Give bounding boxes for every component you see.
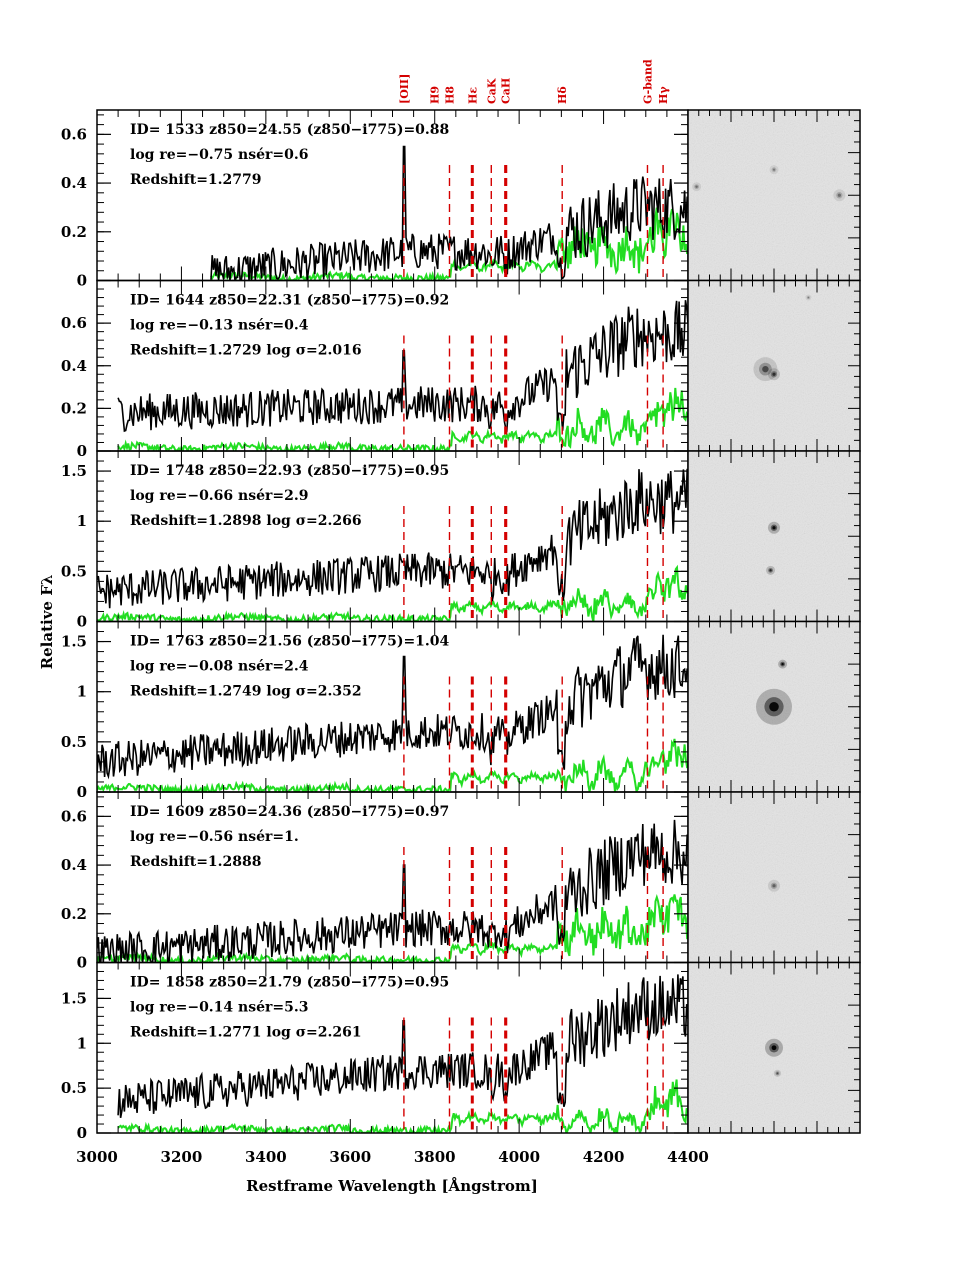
panel-info-line: log re=−0.66 nsér=2.9 [130,488,308,504]
panel-info-line: log re=−0.13 nsér=0.4 [130,318,309,334]
galaxy-thumbnail-2 [687,279,861,452]
x-axis: 3000 3200 3400 3600 3800 4000 4200 4400 [76,1148,709,1166]
marker-label-H: Hε [466,87,479,104]
spectrum-panel-4: 0 0.5 1 1.5 ID= 1763 z850=21.56 (z850−i775)=… [61,620,689,801]
y-tick-label: 0 [77,272,87,290]
marker-label-Gband: G-band [642,59,655,104]
y-tick-label: 0.5 [61,733,87,751]
y-tick-label: 0.4 [61,357,87,375]
marker-label-H: Hγ [657,86,670,104]
galaxy-spectrum-4 [97,634,688,780]
x-tick-label: 4200 [583,1148,625,1166]
spectrum-panel-6: 0 0.5 1 1.5 ID= 1858 z850=21.79 (z850−i775)=… [61,961,689,1142]
panel-info-line: ID= 1644 z850=22.31 (z850−i775)=0.92 [130,293,449,309]
panel-info-line: ID= 1748 z850=22.93 (z850−i775)=0.95 [130,463,449,479]
x-tick-label: 3600 [329,1148,371,1166]
marker-label-H9: H9 [429,86,442,104]
line-marker-labels: [OII] H9 H8 Hε CaK CaH Hδ G-band Hγ [398,59,670,104]
panel-info-line: Redshift=1.2729 log σ=2.016 [130,343,362,359]
x-tick-label: 3000 [76,1148,118,1166]
galaxy-thumbnail-4 [687,620,861,793]
panel-info-line: Redshift=1.2749 log σ=2.352 [130,684,362,700]
galaxy-thumbnail-1 [687,109,861,282]
y-tick-label: 0.5 [61,562,87,580]
y-tick-label: 0.6 [61,125,87,143]
y-tick-label: 0 [77,442,87,460]
panel-info-line: Redshift=1.2771 log σ=2.261 [130,1025,362,1041]
marker-label-CaK: CaK [485,78,498,104]
y-tick-label: 1 [77,1034,87,1052]
y-axis-label: Relative Fλ [38,575,56,670]
y-tick-label: 0.6 [61,314,87,332]
marker-label-H8: H8 [444,86,457,104]
panel-info-line: ID= 1609 z850=24.36 (z850−i775)=0.97 [130,804,449,820]
x-tick-label: 4400 [667,1148,709,1166]
panel-info-line: log re=−0.14 nsér=5.3 [130,1000,308,1016]
y-tick-label: 0.2 [61,905,87,923]
panel-info-line: Redshift=1.2898 log σ=2.266 [130,513,362,529]
y-tick-label: 1 [77,683,87,701]
spectrum-panel-1: 0 0.2 0.4 0.6 ID= 1533 z850=24.55 (z850−i775… [61,109,689,290]
panel-info-line: ID= 1533 z850=24.55 (z850−i775)=0.88 [130,122,449,138]
panel-info-line: ID= 1763 z850=21.56 (z850−i775)=1.04 [130,634,450,650]
x-tick-label: 4000 [498,1148,540,1166]
x-tick-label: 3400 [245,1148,287,1166]
y-tick-label: 1.5 [61,989,87,1007]
y-tick-label: 0 [77,783,87,801]
y-tick-label: 0.4 [61,856,87,874]
spectrum-panel-5: 0 0.2 0.4 0.6 ID= 1609 z850=24.36 (z850−i775… [61,791,689,972]
y-tick-label: 0.6 [61,807,87,825]
y-tick-label: 0.4 [61,174,87,192]
y-tick-label: 0.5 [61,1079,87,1097]
y-tick-label: 1.5 [61,633,87,651]
noise-spectrum-2 [117,387,688,451]
galaxy-spectrum-2 [117,300,688,433]
panel-info-line: Redshift=1.2888 [130,854,262,870]
marker-label-OII: [OII] [398,74,411,104]
galaxy-thumbnail-6 [687,961,861,1134]
panel-info-line: ID= 1858 z850=21.79 (z850−i775)=0.95 [130,975,449,991]
x-axis-label: Restframe Wavelength [Ångstrom] [246,1177,538,1195]
y-tick-label: 1 [77,512,87,530]
marker-label-H: Hδ [556,86,569,104]
panel-info-line: log re=−0.08 nsér=2.4 [130,659,309,675]
y-tick-label: 0 [77,1124,87,1142]
panel-info-line: log re=−0.56 nsér=1. [130,829,299,845]
y-tick-label: 1.5 [61,462,87,480]
galaxy-spectrum-3 [97,468,688,609]
y-tick-label: 0.2 [61,223,87,241]
galaxy-thumbnail-3 [687,450,861,623]
galaxy-spectrum-6 [117,974,688,1118]
noise-spectrum-6 [117,1079,688,1133]
galaxy-spectrum-5 [97,819,688,963]
panel-info-line: log re=−0.75 nsér=0.6 [130,147,308,163]
y-tick-label: 0 [77,613,87,631]
y-tick-label: 0 [77,954,87,972]
panel-info-line: Redshift=1.2779 [130,172,262,188]
spectrum-panel-2: 0 0.2 0.4 0.6 ID= 1644 z850=22.31 (z850−i775… [61,279,689,460]
y-tick-label: 0.2 [61,399,87,417]
x-tick-label: 3800 [414,1148,456,1166]
marker-label-CaH: CaH [500,78,513,104]
spectrum-panel-3: 0 0.5 1 1.5 ID= 1748 z850=22.93 (z850−i775)=… [61,450,689,631]
galaxy-thumbnail-5 [687,791,861,964]
x-tick-label: 3200 [161,1148,203,1166]
